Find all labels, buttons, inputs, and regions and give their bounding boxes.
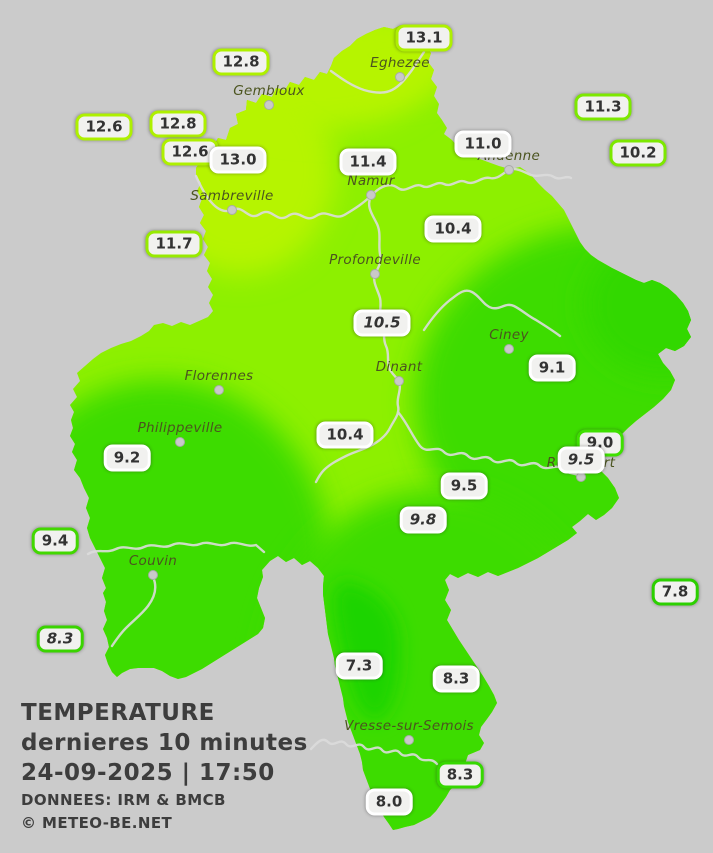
town-label: Sambreville: [190, 188, 274, 204]
river-semois: [309, 738, 439, 766]
river-viroin: [86, 541, 266, 556]
town-label: Namur: [347, 173, 395, 189]
river-mehaigne: [329, 50, 426, 94]
temperature-badge: 9.4: [31, 527, 79, 555]
town-label: Eghezee: [370, 55, 430, 71]
town-label: Ciney: [489, 327, 529, 343]
data-sources: DONNEES: IRM & BMCB: [21, 791, 226, 809]
town-dot: [504, 165, 514, 175]
river-meuse-south: [314, 194, 402, 484]
town-dot: [227, 205, 237, 215]
temperature-badge: 8.0: [365, 788, 413, 816]
town-label: Gembloux: [233, 83, 305, 99]
town-label: Philippeville: [137, 420, 223, 436]
town-label: Dinant: [375, 359, 423, 375]
town-dot: [576, 472, 586, 482]
temperature-badge: 10.2: [609, 139, 667, 167]
zone-darkgreen-vresse: [332, 580, 401, 720]
map-datetime: 24-09-2025 | 17:50: [21, 760, 275, 786]
town-dot: [395, 72, 405, 82]
town-label: Florennes: [184, 368, 254, 384]
temperature-badge: 7.3: [335, 652, 383, 680]
temperature-badge: 11.7: [145, 230, 203, 258]
temperature-badge: 12.8: [149, 110, 207, 138]
temperature-badge: 11.4: [339, 148, 397, 176]
copyright-line: © METEO-BE.NET: [21, 814, 173, 832]
river-couvin-branch: [110, 575, 157, 648]
zone-green-east: [415, 225, 691, 575]
temperature-badge: 9.5: [557, 446, 605, 474]
map-subtitle: dernieres 10 minutes: [21, 730, 308, 756]
river-lesse: [396, 410, 582, 479]
temperature-badge: 8.3: [432, 665, 480, 693]
town-dot: [394, 376, 404, 386]
temperature-badge: 9.2: [103, 444, 151, 472]
temperature-badge: 13.1: [395, 24, 453, 52]
temperature-badge: 12.6: [75, 113, 133, 141]
map-title: TEMPERATURE: [21, 700, 215, 726]
temperature-badge: 10.4: [316, 421, 374, 449]
town-dot: [504, 344, 514, 354]
temperature-badge: 13.0: [209, 146, 267, 174]
temperature-badge: 11.3: [574, 93, 632, 121]
town-label: Profondeville: [329, 252, 421, 268]
town-dot: [366, 190, 376, 200]
title-block: TEMPERATURE dernieres 10 minutes 24-09-2…: [21, 702, 308, 831]
town-label: Couvin: [128, 553, 178, 569]
temperature-badge: 11.0: [454, 130, 512, 158]
temperature-badge: 8.3: [36, 625, 84, 653]
town-dot: [264, 100, 274, 110]
temperature-badge: 9.1: [528, 354, 576, 382]
river-bocq: [422, 289, 562, 338]
river-meuse-north: [369, 167, 573, 198]
temperature-badge: 10.5: [353, 309, 411, 337]
town-dot: [148, 570, 158, 580]
temperature-badge: 10.4: [424, 215, 482, 243]
temperature-badge: 12.6: [161, 138, 219, 166]
town-dot: [404, 735, 414, 745]
temperature-badge: 12.8: [212, 48, 270, 76]
temperature-badge: 8.3: [436, 761, 484, 789]
town-label: Vresse-sur-Semois: [344, 718, 474, 734]
temperature-badge: 7.8: [651, 578, 699, 606]
town-dot: [175, 437, 185, 447]
town-dot: [214, 385, 224, 395]
temperature-badge: 9.8: [399, 506, 447, 534]
temperature-badge: 9.5: [440, 472, 488, 500]
town-dot: [370, 269, 380, 279]
